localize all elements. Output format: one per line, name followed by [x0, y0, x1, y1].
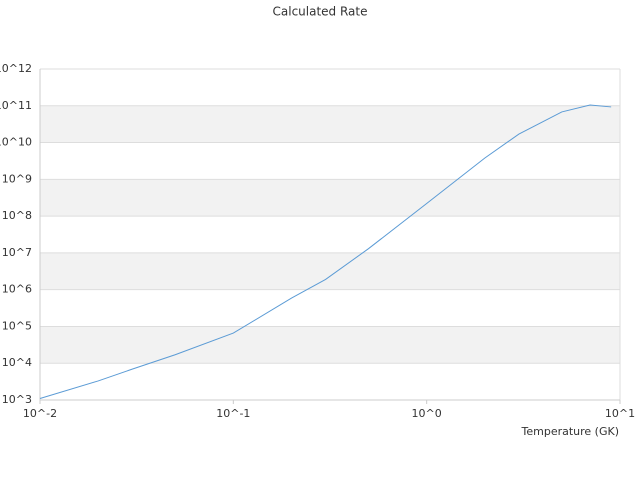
y-tick-label: 10^6 — [2, 283, 32, 296]
grid-band — [40, 179, 620, 217]
x-tick-label: 10^-2 — [23, 407, 57, 420]
chart-title: Calculated Rate — [273, 5, 368, 19]
y-tick-label: 10^8 — [2, 209, 32, 222]
y-tick-label: 10^5 — [2, 319, 32, 332]
x-axis-label: Temperature (GK) — [521, 425, 620, 438]
y-tick-label: 10^11 — [0, 99, 32, 112]
y-tick-label: 10^12 — [0, 62, 32, 75]
y-tick-label: 10^7 — [2, 246, 32, 259]
grid-band — [40, 326, 620, 364]
grid-band — [40, 252, 620, 290]
y-tick-label: 10^4 — [2, 356, 32, 369]
grid-band — [40, 105, 620, 143]
y-tick-label: 10^3 — [2, 393, 32, 406]
x-tick-label: 10^-1 — [216, 407, 250, 420]
data-line — [39, 104, 612, 399]
x-tick-label: 10^0 — [412, 407, 442, 420]
y-tick-label: 10^10 — [0, 136, 32, 149]
y-tick-label: 10^9 — [2, 172, 32, 185]
x-tick-label: 10^1 — [605, 407, 635, 420]
